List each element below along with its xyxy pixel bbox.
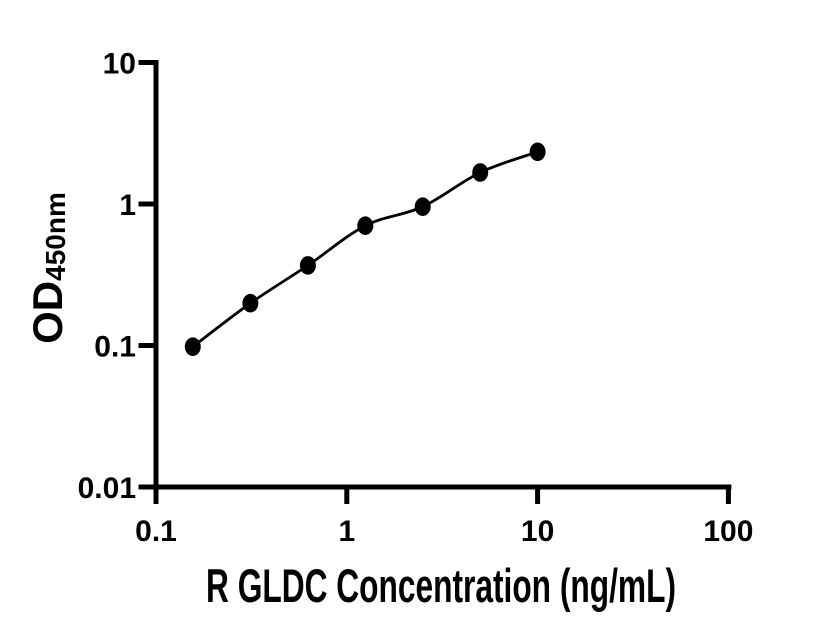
fit-curve bbox=[191, 150, 539, 349]
y-axis-ticks bbox=[138, 60, 159, 490]
data-points bbox=[184, 142, 546, 357]
axes bbox=[153, 60, 732, 490]
x-tick-label: 100 bbox=[703, 515, 753, 548]
y-tick-label: 10 bbox=[103, 48, 136, 81]
y-axis-title-main: OD bbox=[24, 281, 71, 344]
x-tick-label: 0.1 bbox=[135, 515, 177, 548]
x-axis-tick-labels: 0.1 1 10 100 bbox=[135, 515, 753, 548]
x-tick-label: 10 bbox=[521, 515, 554, 548]
y-tick-label: 0.01 bbox=[78, 472, 136, 505]
data-point-marker bbox=[242, 293, 259, 313]
x-axis-ticks bbox=[153, 487, 731, 504]
y-axis-tick-labels: 0.01 0.1 1 10 bbox=[78, 48, 136, 506]
data-point-marker bbox=[299, 256, 316, 275]
fit-curve-path bbox=[191, 150, 539, 349]
y-axis-title: OD450nm bbox=[24, 192, 71, 344]
y-tick-label: 0.1 bbox=[94, 331, 136, 364]
data-point-marker bbox=[472, 163, 489, 182]
y-tick-label: 1 bbox=[119, 189, 136, 222]
data-point-marker bbox=[414, 197, 431, 216]
y-axis-title-sub: 450nm bbox=[40, 192, 71, 281]
x-axis-title: R GLDC Concentration (ng/mL) bbox=[206, 559, 676, 612]
data-point-marker bbox=[357, 216, 374, 235]
data-point-marker bbox=[529, 142, 546, 162]
data-point-marker bbox=[184, 337, 201, 357]
x-tick-label: 1 bbox=[338, 515, 355, 548]
